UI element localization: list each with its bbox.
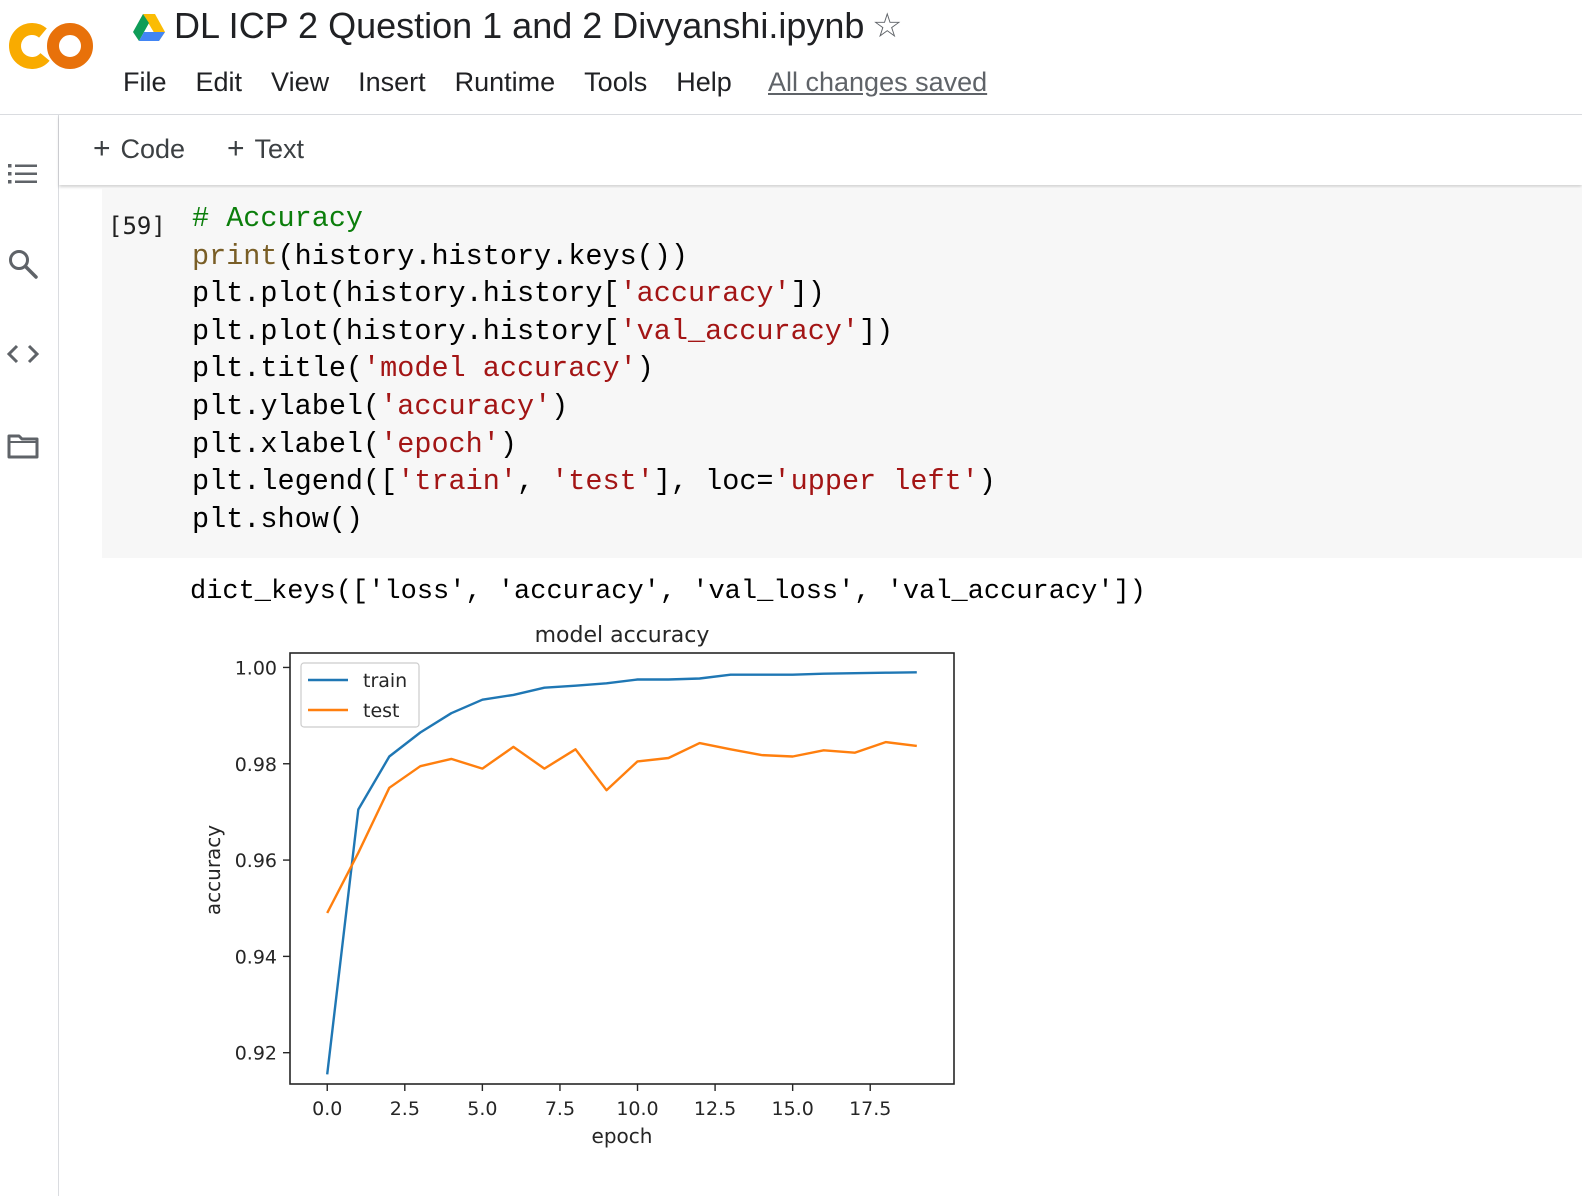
cell-output-text: dict_keys(['loss', 'accuracy', 'val_loss…: [190, 577, 1146, 607]
code-line: plt.plot(history.history['val_accuracy']…: [192, 313, 996, 351]
code-token: (history.history.keys()): [277, 239, 688, 273]
code-token: plt.xlabel(: [192, 427, 381, 461]
menu-file[interactable]: File: [123, 67, 167, 97]
code-token: plt.show(): [192, 502, 364, 536]
code-token: ): [978, 465, 996, 499]
code-line: plt.show(): [192, 501, 996, 539]
code-token: 'val_accuracy': [619, 314, 860, 348]
y-axis-label: accuracy: [201, 825, 225, 915]
chart-title: model accuracy: [535, 623, 710, 648]
add-code-cell-button[interactable]: + Code: [93, 131, 185, 167]
series-lines: [326, 671, 917, 1075]
code-token: 'train': [397, 465, 517, 499]
code-token: print: [192, 239, 278, 273]
y-tick-label: 0.94: [235, 946, 277, 968]
code-token: 'epoch': [380, 427, 500, 461]
code-snippets-icon[interactable]: [6, 337, 40, 371]
menu-runtime[interactable]: Runtime: [454, 67, 556, 97]
chart-legend: train test: [300, 662, 420, 728]
series-line-test: [326, 740, 917, 914]
top-bar: DL ICP 2 Question 1 and 2 Divyanshi.ipyn…: [0, 0, 1582, 115]
execution-count[interactable]: [59]: [108, 212, 166, 240]
code-token: plt.plot(history.history[: [192, 277, 620, 311]
menu-insert[interactable]: Insert: [358, 67, 426, 97]
add-code-label: Code: [120, 134, 186, 164]
notebook-toolbar: + Code + Text: [59, 115, 1582, 185]
code-token: plt.legend([: [192, 465, 398, 499]
code-token: plt.title(: [192, 352, 364, 386]
code-line: plt.title('model accuracy'): [192, 350, 996, 388]
plus-icon: +: [93, 132, 111, 165]
y-tick-label: 0.92: [235, 1043, 277, 1065]
legend-label-test: test: [363, 700, 400, 722]
y-tick-label: 0.96: [235, 850, 277, 872]
plus-icon: +: [227, 132, 245, 165]
notebook-title[interactable]: DL ICP 2 Question 1 and 2 Divyanshi.ipyn…: [174, 5, 865, 46]
x-tick-label: 0.0: [312, 1098, 342, 1120]
code-token: 'upper left': [773, 465, 979, 499]
code-token: ,: [516, 465, 552, 499]
legend-label-train: train: [363, 670, 407, 692]
axis-ticks: 0.0 2.5 5.0 7.5 10.0 12.5 15.0 17.5 0.92 0.94 0.96…: [235, 657, 892, 1120]
x-tick-label: 7.5: [545, 1098, 575, 1120]
code-token: ): [636, 352, 654, 386]
save-status-link[interactable]: All changes saved: [768, 67, 988, 97]
code-token: ]): [859, 314, 894, 348]
code-line: plt.plot(history.history['accuracy']): [192, 275, 996, 313]
menu-edit[interactable]: Edit: [195, 67, 243, 97]
series-line-train: [326, 671, 917, 1075]
code-token: 'model accuracy': [363, 352, 637, 386]
x-tick-label: 10.0: [616, 1098, 658, 1120]
code-token: 'accuracy': [619, 277, 791, 311]
code-token: 'accuracy': [380, 389, 552, 423]
code-token: plt.ylabel(: [192, 389, 381, 423]
x-tick-label: 5.0: [467, 1098, 497, 1120]
add-text-cell-button[interactable]: + Text: [227, 131, 304, 167]
accuracy-line-chart: model accuracy 0.0 2.5 5.0 7.5 10.0 12.5 15.0 1…: [201, 623, 955, 1148]
x-tick-label: 12.5: [694, 1098, 736, 1120]
google-drive-icon[interactable]: [132, 12, 166, 42]
code-token: ], loc=: [653, 465, 774, 499]
search-icon[interactable]: [6, 247, 40, 281]
table-of-contents-icon[interactable]: [6, 157, 40, 191]
code-line: plt.xlabel('epoch'): [192, 426, 996, 464]
menu-tools[interactable]: Tools: [584, 67, 648, 97]
colab-logo-icon[interactable]: [8, 14, 96, 78]
y-tick-label: 0.98: [235, 754, 277, 776]
menu-view[interactable]: View: [271, 67, 330, 97]
x-tick-label: 2.5: [390, 1098, 420, 1120]
code-token: plt.plot(history.history[: [192, 314, 620, 348]
code-editor[interactable]: # Accuracy print(history.history.keys()) p…: [192, 200, 996, 538]
add-text-label: Text: [254, 134, 305, 164]
code-line: plt.ylabel('accuracy'): [192, 388, 996, 426]
code-line: plt.legend(['train', 'test'], loc='upper…: [192, 463, 996, 501]
code-token: # Accuracy: [192, 202, 364, 235]
files-folder-icon[interactable]: [6, 429, 40, 463]
x-tick-label: 17.5: [849, 1098, 891, 1120]
code-token: 'test': [551, 465, 654, 499]
y-tick-label: 1.00: [235, 657, 277, 679]
left-sidebar: [0, 115, 59, 1196]
x-tick-label: 15.0: [771, 1098, 813, 1120]
code-token: ): [499, 427, 517, 461]
code-line: print(history.history.keys()): [192, 238, 996, 276]
code-cell[interactable]: [102, 188, 1582, 558]
code-token: ): [551, 389, 569, 423]
x-axis-label: epoch: [592, 1124, 653, 1148]
code-line: # Accuracy: [192, 200, 996, 238]
code-token: ]): [790, 277, 825, 311]
star-outline-icon[interactable]: ☆: [872, 7, 903, 45]
menu-bar: File Edit View Insert Runtime Tools Help: [123, 64, 761, 100]
menu-help[interactable]: Help: [676, 67, 732, 97]
